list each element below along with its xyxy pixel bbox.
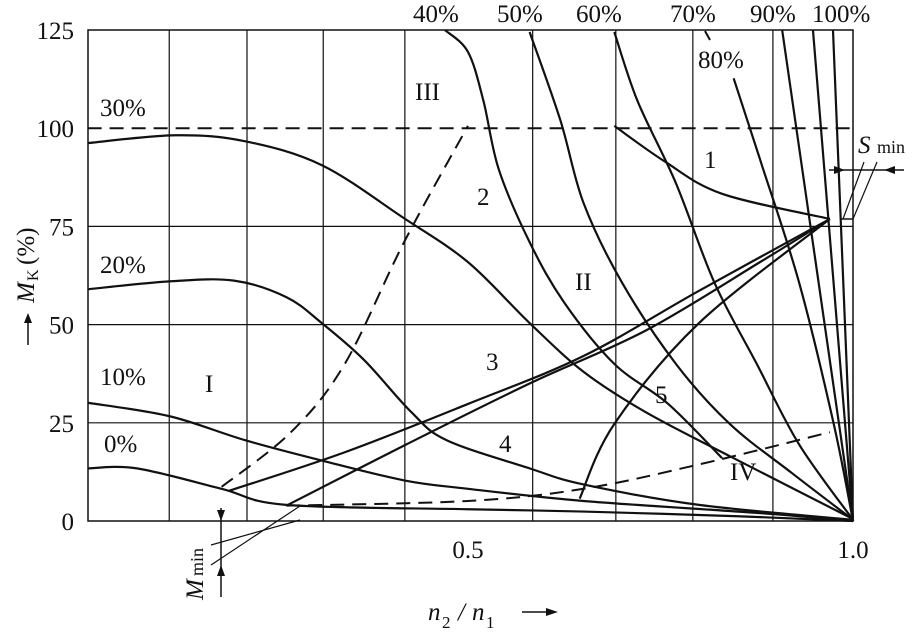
series-100pct bbox=[831, 29, 855, 522]
m-min-annotation: M min bbox=[182, 505, 301, 601]
y-axis-label: M K (%) bbox=[13, 228, 42, 345]
region-III: III bbox=[415, 79, 440, 106]
label-60pct: 60% bbox=[576, 1, 622, 28]
series-90pct bbox=[781, 29, 855, 522]
label-90pct: 90% bbox=[750, 1, 796, 28]
series-0pct bbox=[87, 465, 854, 523]
series-10pct bbox=[87, 401, 854, 523]
series-boundary-lower bbox=[286, 431, 831, 507]
label-10pct: 10% bbox=[100, 364, 146, 391]
y-tick-label: 0 bbox=[62, 509, 75, 536]
y-label-main: M bbox=[13, 281, 40, 304]
label-50pct: 50% bbox=[497, 1, 543, 28]
region-IV: IV bbox=[730, 459, 756, 486]
s-min-sub: min bbox=[877, 137, 905, 157]
s-min-annotation: S min bbox=[829, 132, 905, 220]
series-20pct bbox=[87, 278, 854, 521]
curve-number-3: 3 bbox=[486, 349, 499, 376]
y-tick-label: 25 bbox=[49, 411, 74, 438]
m-min-sub: min bbox=[187, 548, 207, 576]
x-axis-label: n 2 / n 1 bbox=[428, 599, 558, 632]
x-tick-label: 0.5 bbox=[452, 537, 483, 564]
x-label-sub2: 1 bbox=[486, 613, 495, 632]
curve-number-5: 5 bbox=[655, 382, 668, 409]
y-label-unit: (%) bbox=[13, 228, 40, 265]
curve-number-2: 2 bbox=[477, 184, 490, 211]
label-80pct: 80% bbox=[698, 47, 744, 74]
s-min-main: S bbox=[858, 132, 871, 159]
label-30pct: 30% bbox=[100, 95, 146, 122]
y-label-sub: K bbox=[25, 269, 42, 281]
label-20pct: 20% bbox=[100, 252, 146, 279]
curve-number-4: 4 bbox=[499, 431, 512, 458]
region-II: II bbox=[575, 269, 592, 296]
label-70pct: 70% bbox=[670, 1, 716, 28]
series-5 bbox=[578, 218, 831, 500]
series-95pct bbox=[811, 29, 855, 522]
curve-number-1: 1 bbox=[704, 147, 717, 174]
series-1 bbox=[613, 124, 831, 221]
series-80pct bbox=[732, 77, 855, 522]
y-tick-label: 75 bbox=[49, 214, 74, 241]
m-min-main: M bbox=[182, 578, 209, 601]
x-label-main2: n bbox=[472, 599, 485, 626]
grid bbox=[87, 29, 854, 522]
series-4 bbox=[285, 218, 831, 507]
label-0pct: 0% bbox=[104, 431, 137, 458]
series-40pct bbox=[444, 29, 723, 459]
x-label-main: n bbox=[428, 599, 441, 626]
x-label-slash: / bbox=[456, 599, 467, 626]
label-40pct: 40% bbox=[413, 1, 459, 28]
y-tick-label: 100 bbox=[37, 116, 75, 143]
x-label-sub1: 2 bbox=[442, 613, 451, 632]
series-boundary-2 bbox=[220, 125, 469, 488]
label-100pct: 100% bbox=[812, 1, 870, 28]
region-I: I bbox=[205, 371, 213, 398]
y-tick-label: 50 bbox=[49, 313, 74, 340]
series-30pct bbox=[87, 134, 854, 521]
x-tick-label: 1.0 bbox=[837, 537, 868, 564]
curves bbox=[87, 29, 855, 523]
series-3 bbox=[228, 217, 831, 492]
y-tick-label: 125 bbox=[37, 18, 75, 45]
leader-70pct bbox=[704, 30, 711, 41]
plot-frame bbox=[87, 29, 854, 522]
series-50pct bbox=[528, 31, 854, 521]
